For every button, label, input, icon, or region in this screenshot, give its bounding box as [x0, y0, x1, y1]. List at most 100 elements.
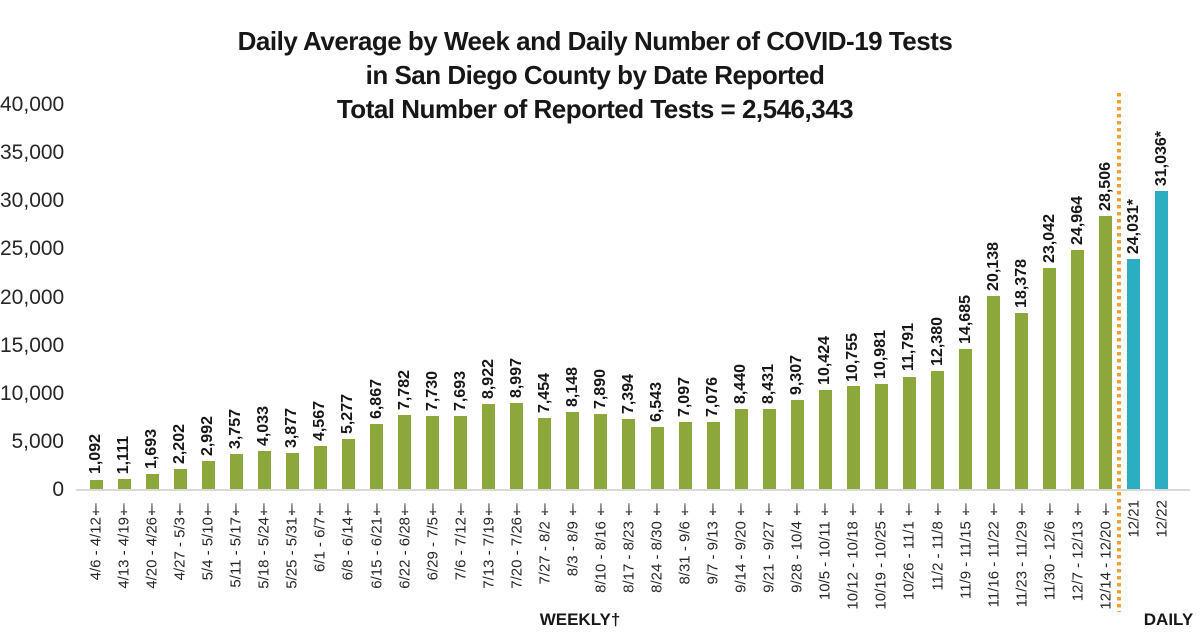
bar-value-label: 7,454: [535, 373, 553, 414]
x-axis-category-label: 10/5 - 10/11 †: [816, 500, 834, 601]
y-axis-tick-label: 35,000: [0, 141, 65, 165]
y-axis-tick-label: 30,000: [0, 189, 65, 213]
bar-weekly: [370, 423, 383, 490]
x-axis-category-label: 9/28 - 10/4 †: [788, 500, 806, 593]
bar-value-label: 10,424: [816, 335, 834, 385]
bar-value-label: 6,543: [648, 381, 665, 423]
bar-weekly: [987, 296, 1001, 490]
bar-weekly: [341, 439, 355, 490]
x-axis-category-label: 5/25 - 5/31†: [283, 500, 301, 589]
bar-weekly: [454, 415, 468, 490]
bar-weekly: [566, 411, 580, 490]
bar-value-label: 7,890: [591, 369, 609, 410]
x-axis-group-label-daily: DAILY: [1143, 610, 1194, 629]
x-axis-category-label: 9/21 - 9/27 †: [760, 500, 778, 593]
bar-value-label: 20,138: [984, 242, 1002, 292]
bar-value-label: 10,755: [844, 332, 862, 382]
chart-title: Daily Average by Week and Daily Number o…: [0, 24, 1190, 126]
x-axis-category-label: 4/27 - 5/3†: [171, 500, 189, 581]
x-axis-category-label: 6/22 - 6/28†: [396, 500, 414, 589]
x-axis-category-label: 10/19 - 10/25 †: [872, 500, 890, 610]
bar-weekly: [1043, 268, 1057, 490]
bar-value-label: 28,506: [1096, 161, 1114, 211]
bar-weekly: [594, 414, 608, 490]
y-axis-tick-label: 10,000: [0, 381, 65, 405]
bar-weekly: [117, 479, 131, 490]
bar-weekly: [257, 451, 271, 490]
bar-weekly: [398, 415, 412, 490]
x-axis-category-label: 8/10 - 8/16 †: [592, 500, 610, 593]
x-axis-category-label: 9/14 - 9/20 †: [732, 500, 750, 593]
x-axis-category-label: 7/13 - 7/19†: [480, 500, 498, 589]
bar-value-label: 11,791: [900, 323, 918, 372]
x-axis-category-label: 5/11 - 5/17†: [227, 500, 245, 588]
x-axis-category-label: 8/31 - 9/6 †: [676, 500, 694, 585]
bar-value-label: 2,992: [199, 416, 217, 457]
bar-weekly: [678, 421, 692, 490]
bar-value-label: 24,031*: [1124, 198, 1142, 254]
x-axis-category-label: 12/7 - 12/13 †: [1069, 500, 1087, 602]
bar-value-label: 7,693: [451, 370, 469, 411]
x-axis-category-label: 6/8 - 6/14†: [339, 500, 357, 581]
x-axis-category-label: 4/6 - 4/12†: [87, 500, 105, 581]
x-axis-line: [76, 489, 1190, 491]
x-axis-category-label: 10/12 - 10/18 †: [844, 500, 862, 610]
y-axis-tick-label: 5,000: [11, 429, 64, 453]
x-axis-category-label: 7/20 - 7/26†: [508, 500, 526, 589]
bar-weekly: [1015, 313, 1029, 490]
bar-weekly: [902, 376, 916, 490]
bar-daily: [1127, 258, 1141, 490]
bar-value-label: 1,111: [115, 436, 133, 475]
x-axis-category-label: 7/6 - 7/12†: [452, 500, 470, 581]
bar-value-label: 7,730: [423, 370, 441, 411]
bar-weekly: [201, 461, 215, 490]
x-axis-category-label: 6/29 - 7/5†: [424, 500, 442, 581]
bar-weekly: [313, 446, 327, 490]
bar-weekly: [426, 415, 440, 490]
x-axis-category-label: 11/16 - 11/22 †: [985, 500, 1003, 608]
bar-value-label: 4,033: [255, 406, 273, 447]
bar-value-label: 12,380: [928, 316, 946, 366]
x-axis-category-label: 12/22: [1153, 500, 1171, 538]
x-axis-category-label: 7/27 - 8/2 †: [536, 500, 554, 585]
x-axis-category-label: 10/26 - 11/1 †: [900, 500, 918, 601]
bar-value-label: 7,394: [619, 373, 637, 414]
bar-weekly: [145, 473, 159, 490]
bar-value-label: 7,076: [704, 376, 722, 417]
x-axis-category-label: 9/7 - 9/13 †: [704, 500, 722, 585]
bar-weekly: [538, 418, 552, 490]
x-axis-category-label: 4/20 - 4/26†: [143, 500, 161, 589]
bar-value-label: 6,867: [367, 378, 385, 419]
chart-title-line3: Total Number of Reported Tests = 2,546,3…: [336, 94, 854, 124]
bar-value-label: 8,922: [479, 359, 497, 400]
bar-value-label: 9,307: [788, 355, 806, 396]
bar-weekly: [510, 403, 524, 490]
bar-value-label: 10,981: [872, 330, 890, 380]
bar-weekly: [89, 479, 103, 490]
bar-value-label: 1,092: [87, 434, 104, 475]
bar-weekly: [622, 418, 636, 490]
bar-value-label: 4,567: [311, 401, 329, 442]
bar-value-label: 5,277: [339, 394, 357, 435]
bar-value-label: 18,378: [1012, 259, 1030, 309]
bar-weekly: [706, 421, 720, 490]
y-axis-tick-label: 20,000: [0, 285, 65, 309]
x-axis-group-label-weekly: WEEKLY†: [539, 610, 621, 629]
bar-value-label: 14,685: [956, 294, 974, 344]
bar-weekly: [931, 370, 944, 490]
bar-weekly: [959, 348, 973, 490]
weekly-daily-divider-dotted-line: [1117, 93, 1121, 612]
bar-weekly: [762, 408, 776, 490]
x-axis-category-label: 12/14 - 12/20 †: [1097, 500, 1115, 610]
x-axis-category-label: 6/1 - 6/7†: [311, 500, 329, 573]
bar-value-label: 24,964: [1068, 195, 1086, 245]
bar-weekly: [734, 408, 748, 490]
bar-value-label: 3,877: [283, 407, 301, 448]
bar-value-label: 1,693: [143, 428, 161, 469]
bar-value-label: 8,148: [563, 366, 581, 407]
bar-value-label: 8,440: [732, 363, 750, 404]
bar-value-label: 8,431: [760, 363, 778, 404]
bar-weekly: [1099, 215, 1113, 490]
x-axis-category-label: 8/3 - 8/9 †: [564, 500, 582, 577]
bar-value-label: 2,202: [171, 423, 189, 464]
